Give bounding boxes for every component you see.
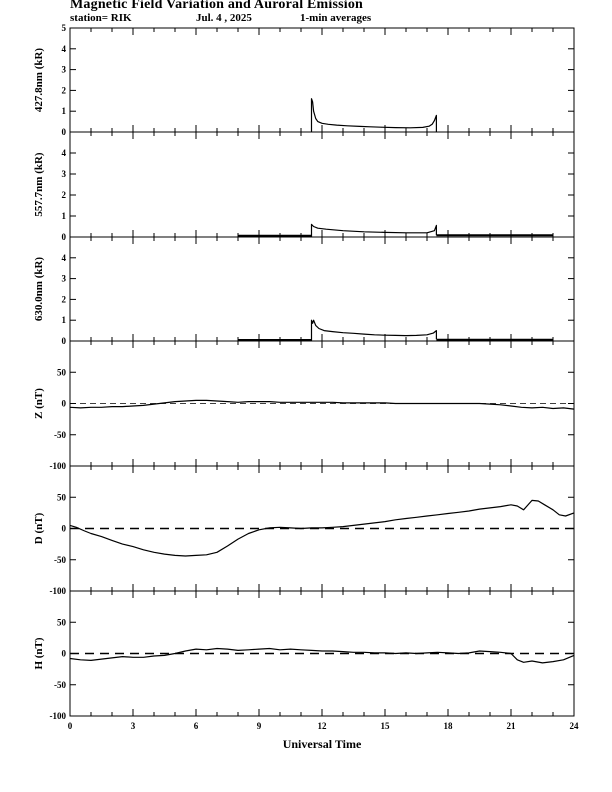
panel-0-ytick-label: 5 [62,23,67,33]
panel-4-series-0 [69,499,575,557]
xtick-label: 18 [444,721,454,731]
station-label: station= RIK [70,12,132,24]
panel-0-ytick-label: 3 [62,65,67,75]
panel-5-ytick-label: 50 [57,617,67,627]
xtick-label: 24 [570,721,580,731]
panel-0-ytick-label: 2 [62,85,67,95]
panel-4-ytick-label: 0 [62,524,67,534]
panel-5-series-0 [69,647,575,664]
panel-4-ytick-label: -50 [54,555,66,565]
chart-title: Magnetic Field Variation and Auroral Emi… [70,0,364,12]
panel-5-ytick-label: -100 [50,711,67,721]
panel-2-ytick-label: 4 [62,253,67,263]
panel-3-ytick-label: 50 [57,367,67,377]
panel-2-ytick-label: 2 [62,294,67,304]
panel-2-ytick-label: 3 [62,274,67,284]
panel-0-ytick-label: 1 [62,106,67,116]
panel-4-ytick-label: -100 [50,586,67,596]
panel-1-ytick-label: 4 [62,148,67,158]
panel-1-ylabel: 557.7nm (kR) [33,152,45,217]
xtick-label: 0 [68,721,73,731]
panel-1-ytick-label: 2 [62,190,67,200]
xtick-label: 21 [507,721,517,731]
panel-4-ylabel: D (nT) [33,512,45,544]
xtick-label: 3 [131,721,136,731]
date-label: Jul. 4 , 2025 [196,12,252,24]
panel-1-ytick-label: 3 [62,169,67,179]
panel-3-ytick-label: -100 [50,461,67,471]
xtick-label: 9 [257,721,262,731]
panel-3-ytick-label: -50 [54,430,66,440]
panel-0-ytick-label: 0 [62,127,67,137]
panel-2-ylabel: 630.0nm (kR) [33,257,45,322]
panel-2-frame [69,236,575,342]
panel-3-ylabel: Z (nT) [33,388,45,419]
panel-1-ytick-label: 0 [62,232,67,242]
panel-5-ytick-label: -50 [54,680,66,690]
panel-1-ytick-label: 1 [62,211,67,221]
xtick-label: 6 [194,721,199,731]
panel-0-frame [69,27,575,133]
panel-2-series-1 [310,319,437,341]
panel-0-ytick-label: 4 [62,44,67,54]
panel-5-ylabel: H (nT) [33,637,45,669]
panel-2-ytick-label: 1 [62,315,67,325]
panel-4-ytick-label: 50 [57,492,67,502]
panel-0-ylabel: 427.8nm (kR) [33,48,45,113]
panel-3-ytick-label: 0 [62,399,67,409]
panel-5-ytick-label: 0 [62,649,67,659]
xtick-label: 12 [318,721,328,731]
panel-1-frame [69,131,575,238]
panel-0-series-0 [310,98,437,132]
panel-3-series-0 [69,399,575,410]
panel-2-ytick-label: 0 [62,336,67,346]
xtick-label: 15 [381,721,391,731]
x-axis-label: Universal Time [283,737,362,751]
panel-1-series-1 [310,223,437,237]
averaging-label: 1-min averages [300,12,372,24]
